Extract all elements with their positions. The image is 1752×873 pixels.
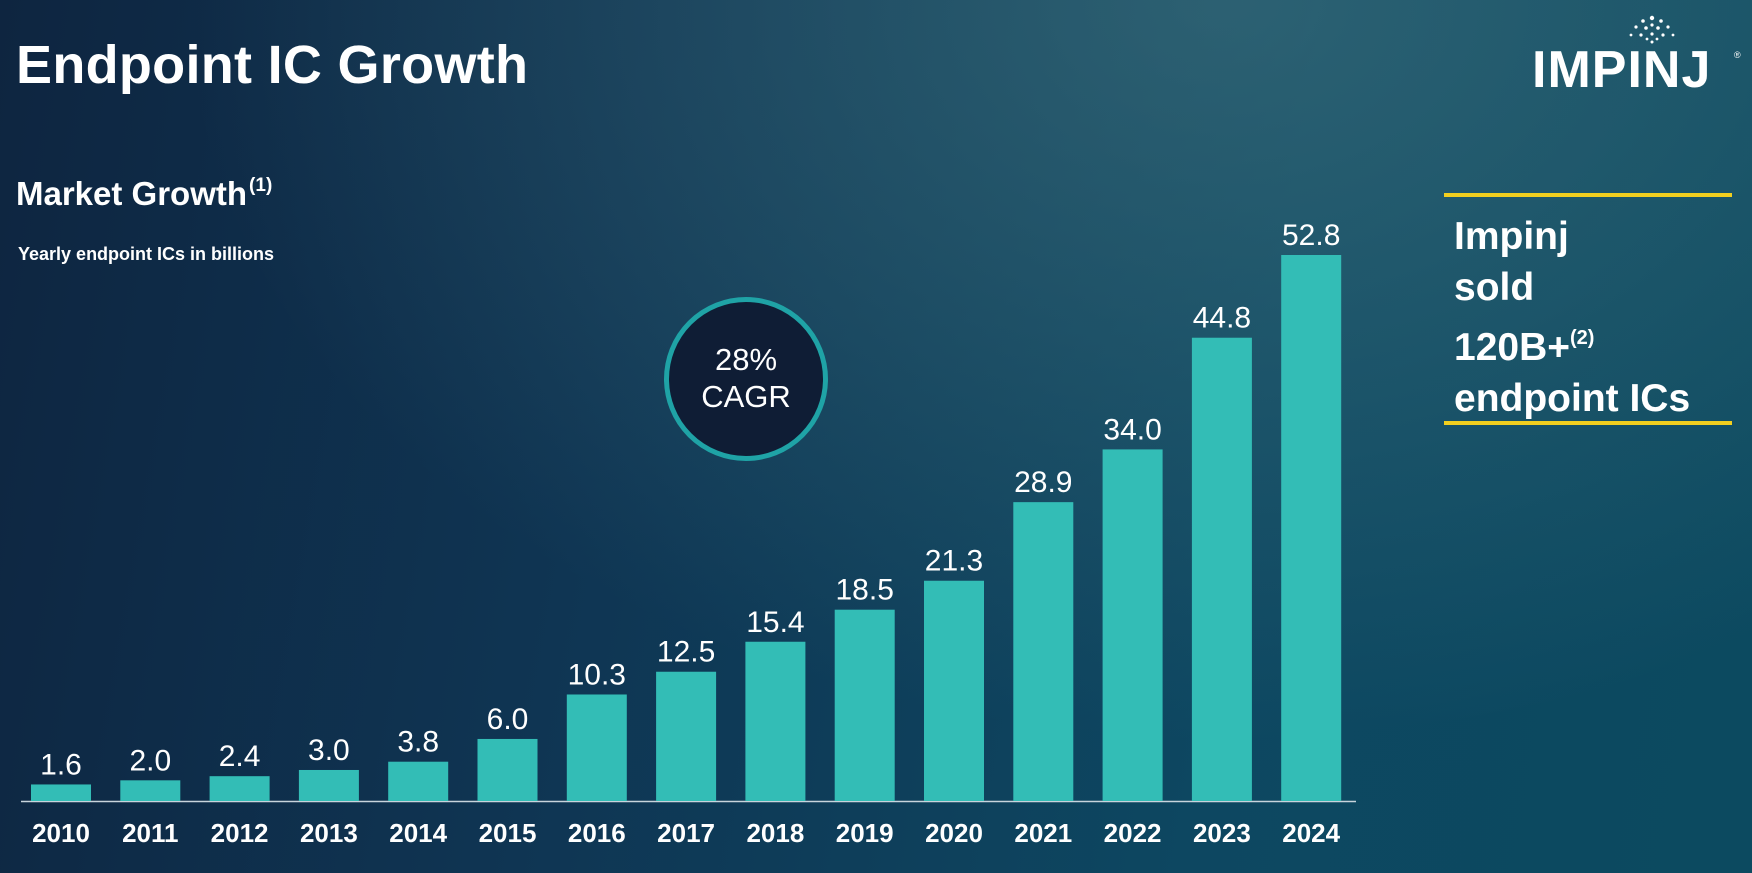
- bar-2020: [924, 580, 984, 801]
- chart-subtitle: Market Growth (1): [16, 176, 272, 210]
- bar-2022: [1102, 449, 1163, 801]
- data-label-2023: 44.8: [1193, 302, 1251, 335]
- footnote-ref-2: (2): [1570, 327, 1595, 349]
- cagr-label: CAGR: [701, 379, 791, 414]
- data-label-2021: 28.9: [1014, 466, 1072, 499]
- page-title: Endpoint IC Growth: [16, 35, 529, 95]
- x-tick-label-2016: 2016: [568, 818, 626, 848]
- bar-2014: [388, 761, 449, 801]
- x-tick-label-2020: 2020: [925, 818, 983, 848]
- data-label-2015: 6.0: [487, 703, 529, 736]
- bar-2015: [477, 738, 538, 801]
- bar-2024: [1281, 255, 1342, 801]
- bar-2018: [745, 641, 806, 801]
- data-label-2016: 10.3: [568, 658, 626, 691]
- cagr-badge: 28% CAGR: [664, 297, 828, 461]
- bar-2011: [120, 780, 181, 801]
- callout-line-4: endpoint ICs: [1454, 377, 1691, 420]
- chart-subtitle-text: Market Growth: [16, 175, 248, 212]
- x-tick-label-2021: 2021: [1014, 818, 1072, 848]
- sales-callout: Impinj sold 120B+(2) endpoint ICs: [1444, 193, 1732, 425]
- cagr-value: 28%: [714, 342, 778, 378]
- x-tick-label-2024: 2024: [1282, 818, 1340, 848]
- logo-wordmark: IMPINJ: [1532, 41, 1712, 99]
- logo-burst-icon: [1629, 15, 1675, 44]
- data-label-2011: 2.0: [129, 744, 171, 777]
- footnote-ref-1: (1): [249, 175, 273, 196]
- data-label-2020: 21.3: [925, 545, 983, 578]
- callout-bottom-rule: [1444, 421, 1732, 425]
- bar-2010: [31, 784, 91, 801]
- data-label-2017: 12.5: [657, 636, 715, 669]
- bar-2012: [209, 776, 270, 801]
- data-label-2018: 15.4: [746, 606, 804, 639]
- registered-mark: ®: [1734, 50, 1741, 60]
- x-tick-label-2014: 2014: [389, 818, 447, 848]
- data-label-2014: 3.8: [397, 726, 439, 759]
- bar-2021: [1013, 502, 1074, 801]
- bar-2019: [834, 609, 895, 801]
- impinj-logo: IMPINJ ®: [1532, 14, 1744, 99]
- x-tick-label-2017: 2017: [657, 818, 715, 848]
- data-label-2013: 3.0: [308, 734, 350, 767]
- bar-2013: [298, 769, 359, 801]
- x-tick-label-2015: 2015: [479, 818, 537, 848]
- callout-top-rule: [1444, 193, 1732, 197]
- bar-2023: [1191, 337, 1252, 801]
- callout-line-2: sold: [1454, 266, 1535, 309]
- x-tick-label-2022: 2022: [1104, 818, 1162, 848]
- data-label-2022: 34.0: [1103, 413, 1161, 446]
- callout-figure: 120B+: [1454, 326, 1571, 369]
- x-tick-label-2018: 2018: [746, 818, 804, 848]
- data-label-2010: 1.6: [40, 748, 82, 781]
- data-label-2024: 52.8: [1282, 219, 1340, 252]
- callout-line-3: 120B+(2): [1454, 313, 1732, 373]
- bar-2016: [566, 694, 627, 801]
- bar-2017: [656, 671, 717, 801]
- data-label-2012: 2.4: [219, 740, 261, 773]
- x-tick-label-2023: 2023: [1193, 818, 1251, 848]
- callout-line-1: Impinj: [1454, 215, 1569, 258]
- x-tick-label-2011: 2011: [122, 818, 178, 848]
- x-tick-label-2012: 2012: [211, 818, 269, 848]
- x-tick-label-2013: 2013: [300, 818, 358, 848]
- callout-text: Impinj sold 120B+(2) endpoint ICs: [1454, 211, 1732, 424]
- x-tick-label-2019: 2019: [836, 818, 894, 848]
- x-tick-label-2010: 2010: [32, 818, 90, 848]
- chart-unit-label: Yearly endpoint ICs in billions: [18, 244, 275, 264]
- data-label-2019: 18.5: [836, 574, 894, 607]
